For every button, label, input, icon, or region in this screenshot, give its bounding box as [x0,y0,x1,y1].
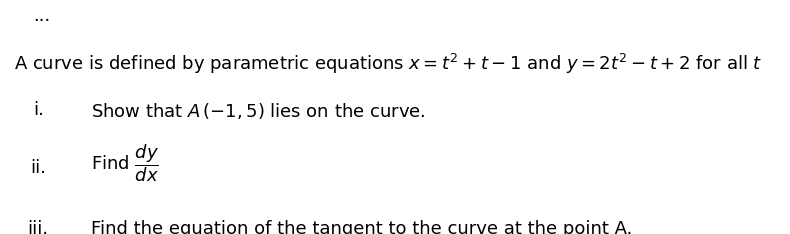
Text: Show that $A\,(-1,5)$ lies on the curve.: Show that $A\,(-1,5)$ lies on the curve. [91,101,425,121]
Text: i.: i. [33,101,44,119]
Text: iii.: iii. [27,220,48,234]
Text: ...: ... [33,7,51,25]
Text: A curve is defined by parametric equations $x = t^2 + t - 1$ and $y = 2t^2 - t +: A curve is defined by parametric equatio… [14,51,762,76]
Text: Find $\dfrac{dy}{dx}$: Find $\dfrac{dy}{dx}$ [91,143,159,184]
Text: Find the equation of the tangent to the curve at the point A.: Find the equation of the tangent to the … [91,220,632,234]
Text: ii.: ii. [30,159,46,177]
